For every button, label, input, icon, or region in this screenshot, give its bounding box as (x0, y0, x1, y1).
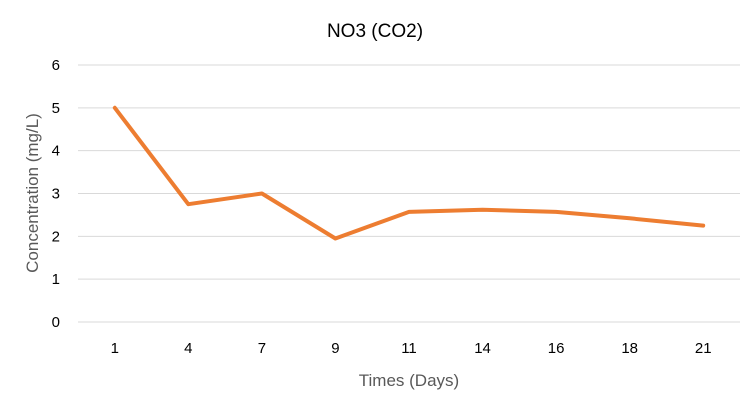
y-axis-title: Concentration (mg/L) (23, 113, 42, 273)
y-tick-label: 5 (52, 100, 60, 117)
y-tick-label: 4 (52, 143, 60, 160)
y-tick-label: 1 (52, 271, 60, 288)
gridlines (78, 65, 740, 322)
y-tick-label: 0 (52, 314, 60, 331)
y-tick-label: 3 (52, 186, 60, 203)
x-tick-label: 18 (621, 340, 638, 357)
x-tick-label: 7 (258, 340, 266, 357)
y-tick-label: 6 (52, 57, 60, 74)
x-tick-label: 1 (111, 340, 119, 357)
x-tick-label: 14 (474, 340, 491, 357)
y-axis-ticks: 0 1 2 3 4 5 6 (52, 57, 60, 331)
x-tick-label: 4 (184, 340, 192, 357)
series-line-0 (115, 108, 703, 239)
x-tick-label: 9 (331, 340, 339, 357)
x-tick-label: 21 (695, 340, 712, 357)
x-axis-title: Times (Days) (359, 371, 459, 390)
series-layer (115, 108, 704, 239)
x-tick-label: 11 (401, 340, 417, 357)
chart-title: NO3 (CO2) (327, 21, 423, 42)
x-tick-label: 16 (548, 340, 565, 357)
y-tick-label: 2 (52, 228, 60, 245)
